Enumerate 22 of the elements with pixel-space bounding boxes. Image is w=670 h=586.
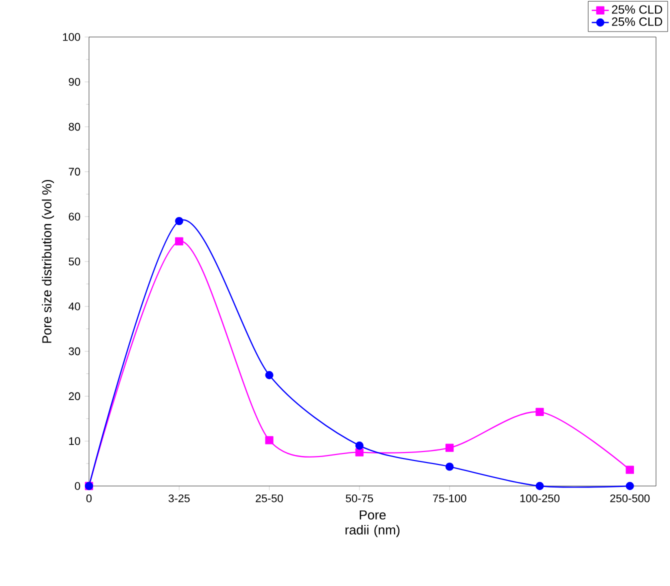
x-tick-label: 3-25 bbox=[168, 494, 190, 502]
y-tick-label: 30 bbox=[68, 347, 80, 356]
y-tick-label: 20 bbox=[68, 392, 80, 400]
y-tick-label: 10 bbox=[69, 437, 80, 445]
y-axis-title: Pore size distribution (vol %) bbox=[42, 180, 54, 343]
y-tick-label: 80 bbox=[68, 122, 80, 131]
x-tick-label: 75-100 bbox=[433, 494, 466, 502]
x-tick-label: 0 bbox=[86, 494, 92, 502]
y-tick-label: 70 bbox=[68, 168, 80, 176]
x-tick-label: 50-75 bbox=[346, 494, 374, 502]
x-axis-title: Pore radii (nm) bbox=[346, 510, 400, 538]
x-tick-label: 250-500 bbox=[610, 494, 650, 502]
y-tick-label: 90 bbox=[68, 78, 80, 86]
y-tick-label: 100 bbox=[63, 33, 80, 41]
x-tick-label: 100-250 bbox=[520, 494, 560, 502]
legend-label: 25% CLD bbox=[612, 17, 662, 26]
y-tick-label: 0 bbox=[74, 482, 80, 490]
x-tick-label: 25-50 bbox=[256, 494, 283, 502]
y-tick-label: 60 bbox=[68, 212, 80, 220]
y-tick-label: 40 bbox=[68, 302, 80, 310]
legend-label: 25% CLD bbox=[612, 5, 662, 14]
y-tick-label: 50 bbox=[68, 258, 80, 266]
